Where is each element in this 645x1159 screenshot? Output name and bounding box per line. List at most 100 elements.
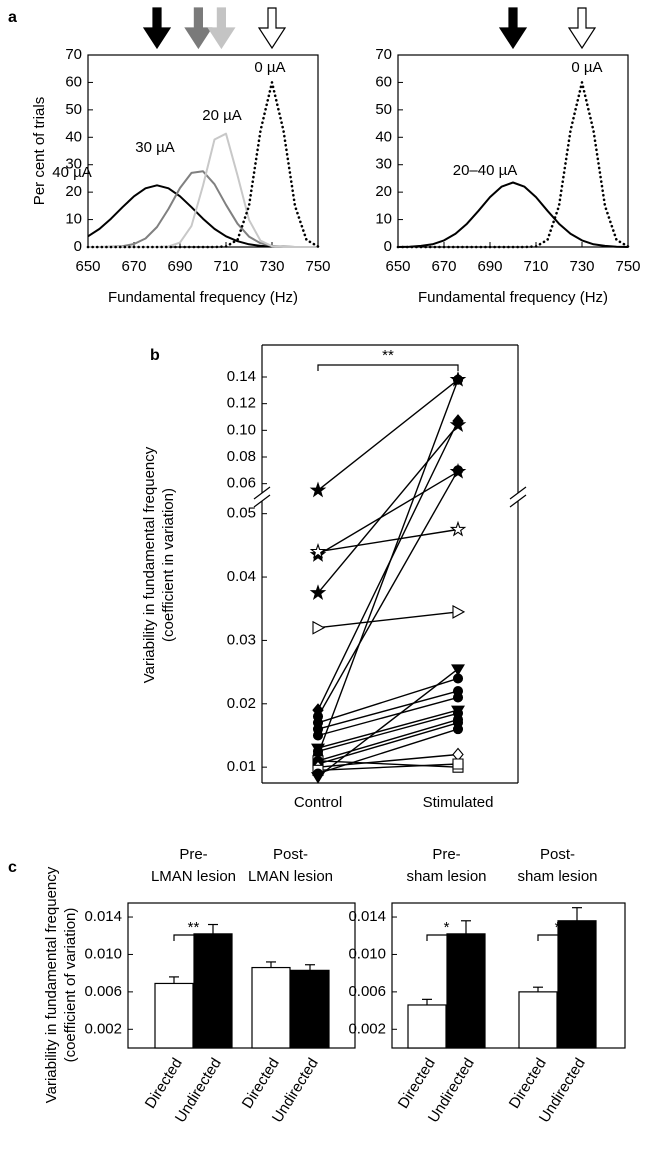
x-tick-label: 750 <box>615 258 640 275</box>
bar <box>557 920 597 1049</box>
pair-line <box>317 722 459 765</box>
bar <box>154 982 194 1049</box>
y-tick-label: 10 <box>65 211 82 228</box>
group-label: Post- <box>273 846 308 863</box>
x-tick-label: Directed <box>395 1055 439 1111</box>
pair-line <box>317 718 459 762</box>
y-tick-label: 0.01 <box>227 758 256 775</box>
point <box>452 692 464 703</box>
axis-break <box>253 486 271 500</box>
y-tick-label: 50 <box>65 101 82 118</box>
y-tick-label: 0.02 <box>227 695 256 712</box>
bar <box>251 966 291 1049</box>
pair-line <box>317 696 459 737</box>
point <box>312 730 324 741</box>
point <box>452 673 464 684</box>
series-label: 0 µA <box>571 59 602 76</box>
point <box>309 542 327 559</box>
y-tick-label: 0.08 <box>227 448 256 465</box>
plot-frame <box>397 54 629 248</box>
pair-line <box>317 709 459 749</box>
x-tick-label: 710 <box>213 258 238 275</box>
x-tick-label: Control <box>294 794 342 811</box>
x-tick-label: 710 <box>523 258 548 275</box>
pair-line <box>317 528 459 553</box>
pair-line <box>317 677 459 724</box>
point <box>452 414 464 428</box>
significance-label: ** <box>188 919 200 936</box>
series-line <box>86 81 320 249</box>
axis-break <box>509 486 527 500</box>
significance-bracket <box>426 934 467 941</box>
y-tick-label: 0.014 <box>348 908 386 925</box>
x-tick-label: 670 <box>121 258 146 275</box>
group-label: Post- <box>540 846 575 863</box>
y-tick-label: 0.014 <box>84 908 122 925</box>
series-line <box>396 81 630 249</box>
y-tick-label: 70 <box>65 46 82 63</box>
plot-frame <box>391 902 626 1049</box>
y-tick-label: 0.010 <box>348 945 386 962</box>
point <box>309 584 327 600</box>
pair-line <box>317 668 459 778</box>
series-line <box>88 132 318 248</box>
pair-line <box>317 379 459 755</box>
group-label: LMAN lesion <box>248 868 333 885</box>
x-tick-label: Directed <box>506 1055 550 1111</box>
y-tick-label: 0.04 <box>227 568 256 585</box>
series-line <box>397 181 629 248</box>
significance-bracket <box>317 364 459 371</box>
y-tick-label: 0.14 <box>227 368 256 385</box>
pair-line <box>317 611 459 629</box>
pair-line <box>317 690 459 730</box>
series-label: 30 µA <box>135 139 175 156</box>
peak-arrow <box>184 7 213 50</box>
x-tick-label: 690 <box>477 258 502 275</box>
x-tick-label: 730 <box>259 258 284 275</box>
panel-letter: a <box>8 9 17 26</box>
group-label: LMAN lesion <box>151 868 236 885</box>
y-tick-label: 50 <box>375 101 392 118</box>
point <box>312 746 324 757</box>
point <box>309 481 327 498</box>
x-axis-label: Fundamental frequency (Hz) <box>418 289 608 306</box>
y-tick-label: 0.06 <box>227 475 256 492</box>
group-label: sham lesion <box>406 868 486 885</box>
peak-arrow <box>207 7 236 50</box>
plot-frame <box>127 902 356 1049</box>
pair-line <box>317 712 459 752</box>
y-axis-label: (coefficient in variation) <box>160 488 177 642</box>
point <box>449 520 467 537</box>
point <box>452 374 464 385</box>
y-tick-label: 0.12 <box>227 395 256 412</box>
point <box>312 768 324 779</box>
group-label: Pre- <box>432 846 460 863</box>
peak-arrow <box>498 7 528 50</box>
group-label: sham lesion <box>517 868 597 885</box>
y-tick-label: 60 <box>375 73 392 90</box>
y-tick-label: 40 <box>65 128 82 145</box>
y-axis-label: Variability in fundamental frequency <box>43 866 60 1103</box>
axis-break <box>253 494 271 508</box>
series-label: 20 µA <box>202 107 242 124</box>
pair-line <box>317 760 459 768</box>
x-tick-label: Directed <box>142 1055 186 1111</box>
panel-letter: c <box>8 859 17 876</box>
y-tick-label: 0.05 <box>227 505 256 522</box>
bar <box>446 933 486 1049</box>
pair-line <box>317 728 459 775</box>
x-tick-label: 650 <box>75 258 100 275</box>
axis-break <box>509 494 527 508</box>
pair-line <box>317 763 459 771</box>
point <box>452 465 464 476</box>
y-tick-label: 30 <box>65 156 82 173</box>
series-label: 40 µA <box>52 164 92 181</box>
y-tick-label: 0.002 <box>84 1020 122 1037</box>
peak-arrow <box>257 7 287 50</box>
significance-label: ** <box>382 347 394 364</box>
point <box>452 758 464 770</box>
group-label: Pre- <box>179 846 207 863</box>
series-line <box>87 184 318 248</box>
point <box>312 620 326 635</box>
